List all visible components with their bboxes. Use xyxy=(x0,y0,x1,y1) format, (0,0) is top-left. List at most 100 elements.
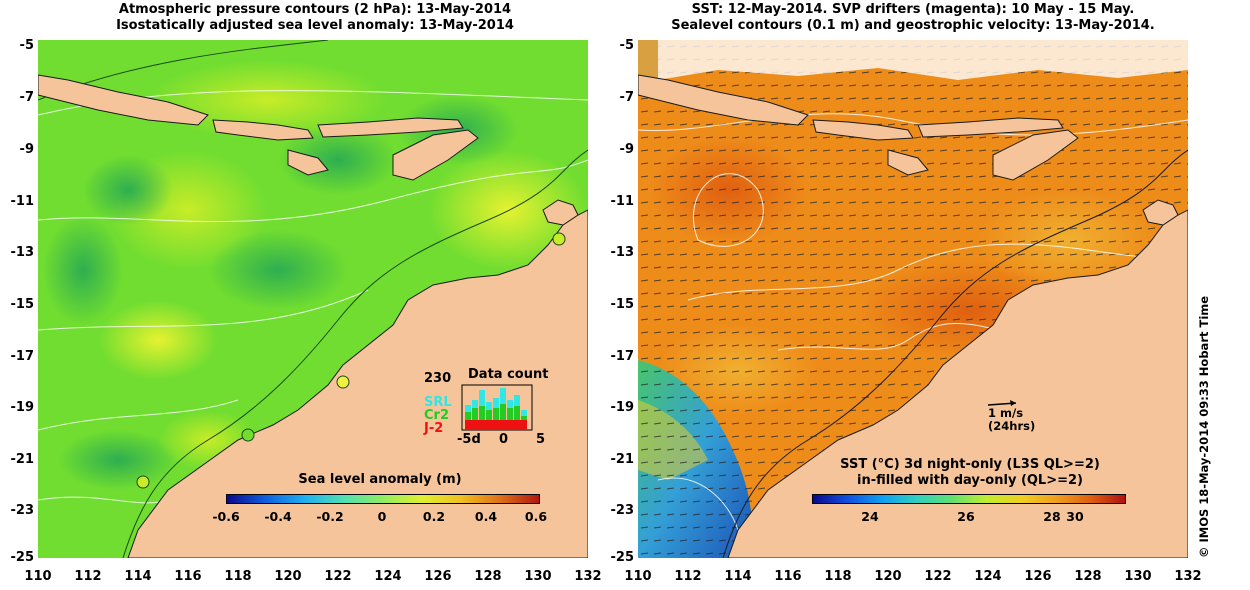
y-axis-tick: -13 xyxy=(10,245,35,260)
x-axis-tick: 126 xyxy=(424,569,452,584)
x-axis-tick: 128 xyxy=(1074,569,1102,584)
sst-colorbar-tick: 28 xyxy=(1043,509,1061,524)
y-axis-tick: -11 xyxy=(10,194,35,209)
flores-island xyxy=(317,117,464,138)
y-axis-tick: -5 xyxy=(19,38,34,53)
sla-colorbar-title: Sea level anomaly (m) xyxy=(298,472,462,487)
y-axis-tick: -5 xyxy=(619,38,634,53)
y-axis-tick: -9 xyxy=(619,142,634,157)
x-axis-tick: 124 xyxy=(374,569,402,584)
y-axis-tick: -7 xyxy=(19,90,34,105)
x-axis-tick: 132 xyxy=(574,569,602,584)
sla-positive-region xyxy=(148,60,388,140)
sla-colorbar-tick: -0.2 xyxy=(316,509,344,524)
sla-negative-region xyxy=(58,430,178,490)
flores-island xyxy=(917,117,1064,138)
cape-island xyxy=(542,199,579,226)
sla-colorbar-tick: 0.6 xyxy=(524,509,548,524)
cape-island xyxy=(1142,199,1179,226)
x-axis-tick: 110 xyxy=(624,569,652,584)
sla-colorbar-tick: -0.4 xyxy=(264,509,292,524)
y-axis-tick: -9 xyxy=(19,142,34,157)
inset-xtick: 0 xyxy=(499,432,509,447)
sea-level-anomaly-map xyxy=(38,40,588,558)
x-axis-tick: 116 xyxy=(774,569,802,584)
tide-gauge-marker xyxy=(136,475,150,489)
y-axis-tick: -13 xyxy=(610,245,635,260)
pressure-contour xyxy=(38,496,169,504)
bathymetry-contour xyxy=(722,149,1188,558)
inset-xtick: -5d xyxy=(457,432,481,447)
sla-colorbar-tick: 0.4 xyxy=(474,509,498,524)
y-axis-tick: -15 xyxy=(10,297,35,312)
sea-level-contour xyxy=(657,477,739,531)
y-axis-tick: -11 xyxy=(610,194,635,209)
x-axis-tick: 112 xyxy=(674,569,702,584)
right-title-line1: SST: 12-May-2014. SVP drifters (magenta)… xyxy=(691,2,1135,17)
sst-colorbar-title-line2: in-filled with day-only (QL>=2) xyxy=(856,473,1083,488)
tide-gauge-marker xyxy=(241,428,255,442)
y-axis-tick: -25 xyxy=(610,550,635,565)
velocity-scale-value: 1 m/s xyxy=(988,406,1024,420)
x-axis-tick: 110 xyxy=(24,569,52,584)
inset-mission-j2: J-2 xyxy=(424,421,444,436)
sea-level-contour xyxy=(692,173,764,247)
lesser-sunda-islands xyxy=(812,119,914,141)
y-axis-tick: -17 xyxy=(610,349,635,364)
y-axis-tick: -21 xyxy=(10,452,35,467)
y-axis-tick: -23 xyxy=(10,503,35,518)
inset-mission-cr2: Cr2 xyxy=(424,408,449,423)
bathymetry-contour xyxy=(122,149,588,558)
sea-level-contour xyxy=(638,113,1188,136)
sumba-island xyxy=(887,149,929,176)
x-axis-tick: 120 xyxy=(274,569,302,584)
pressure-contour xyxy=(38,159,588,223)
sla-colorbar-tick: 0 xyxy=(377,509,387,524)
sst-colorbar-tick: 24 xyxy=(861,509,879,524)
left-title-line2: Isostatically adjusted sea level anomaly… xyxy=(116,18,514,33)
x-axis-tick: 128 xyxy=(474,569,502,584)
right-title-line2: Sealevel contours (0.1 m) and geostrophi… xyxy=(671,18,1155,33)
inset-xtick: 5 xyxy=(536,432,546,447)
sla-negative-region xyxy=(83,155,173,225)
inset-title: Data count xyxy=(468,367,549,382)
y-axis-tick: -19 xyxy=(610,400,635,415)
sla-colorbar xyxy=(226,494,540,504)
sea-level-contour xyxy=(777,322,999,351)
x-axis-tick: 120 xyxy=(874,569,902,584)
timor-island xyxy=(392,129,479,181)
sst-ocean-background xyxy=(638,40,658,80)
sla-negative-region xyxy=(208,230,348,310)
left-map-title: Atmospheric pressure contours (2 hPa): 1… xyxy=(40,2,590,34)
pressure-contour xyxy=(38,289,369,331)
x-axis-tick: 118 xyxy=(224,569,252,584)
y-axis-tick: -23 xyxy=(610,503,635,518)
x-axis-tick: 116 xyxy=(174,569,202,584)
velocity-scale-arrowhead xyxy=(1010,400,1016,406)
sst-colorbar-title: SST (°C) 3d night-only (L3S QL>=2) in-fi… xyxy=(800,457,1140,489)
y-axis-tick: -15 xyxy=(610,297,635,312)
x-axis-tick: 124 xyxy=(974,569,1002,584)
y-axis-tick: -25 xyxy=(10,550,35,565)
tide-gauge-marker xyxy=(336,375,350,389)
cloud-mask xyxy=(658,40,1188,80)
right-map-title: SST: 12-May-2014. SVP drifters (magenta)… xyxy=(638,2,1188,34)
x-axis-tick: 126 xyxy=(1024,569,1052,584)
sst-colorbar xyxy=(812,494,1126,504)
x-axis-tick: 130 xyxy=(524,569,552,584)
y-axis-tick: -19 xyxy=(10,400,35,415)
sla-negative-region xyxy=(278,125,398,195)
x-axis-tick: 132 xyxy=(1174,569,1202,584)
x-axis-tick: 114 xyxy=(124,569,152,584)
sst-colorbar-title-line1: SST (°C) 3d night-only (L3S QL>=2) xyxy=(840,457,1100,472)
inset-max-label: 230 xyxy=(424,371,452,386)
data-count-inset xyxy=(461,384,533,431)
x-axis-tick: 130 xyxy=(1124,569,1152,584)
java-island xyxy=(638,74,809,126)
sst-map xyxy=(638,40,1188,558)
tide-gauge-marker xyxy=(552,232,566,246)
sst-colorbar-tick: 26 xyxy=(957,509,975,524)
y-axis-tick: -17 xyxy=(10,349,35,364)
lesser-sunda-islands xyxy=(212,119,314,141)
x-axis-tick: 118 xyxy=(824,569,852,584)
